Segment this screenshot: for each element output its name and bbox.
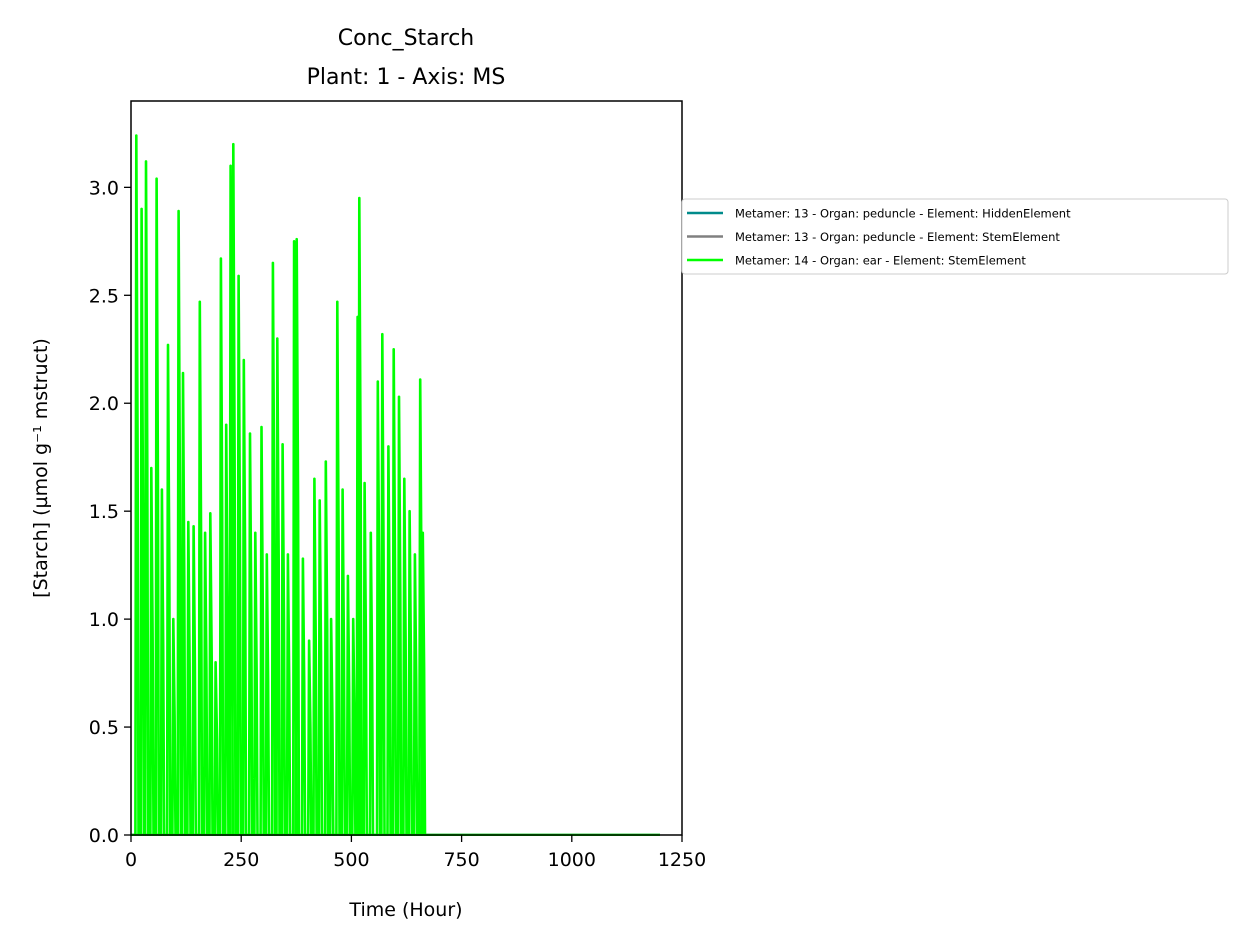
x-axis: 0 250 500 750 1000 1250 <box>125 835 706 871</box>
y-tick-label: 2.0 <box>89 393 119 415</box>
legend-label-1: Metamer: 13 - Organ: peduncle - Element:… <box>735 207 1071 221</box>
legend-box <box>681 198 1229 275</box>
y-tick-label: 2.5 <box>89 285 119 307</box>
x-tick-label: 250 <box>223 849 259 871</box>
y-tick-label: 0.0 <box>89 825 119 847</box>
legend: Metamer: 13 - Organ: peduncle - Element:… <box>681 198 1229 275</box>
y-axis: 0.0 0.5 1.0 1.5 2.0 2.5 3.0 <box>89 177 131 847</box>
legend-label-3: Metamer: 14 - Organ: ear - Element: Stem… <box>735 254 1026 268</box>
plot-frame <box>130 100 683 836</box>
y-tick-label: 3.0 <box>89 177 119 199</box>
x-tick-label: 1250 <box>658 849 706 871</box>
chart-title: Conc_Starch <box>338 26 475 51</box>
y-tick-label: 0.5 <box>89 717 119 739</box>
x-tick-label: 0 <box>125 849 137 871</box>
x-tick-label: 750 <box>443 849 479 871</box>
y-tick-label: 1.0 <box>89 609 119 631</box>
x-tick-label: 500 <box>333 849 369 871</box>
x-axis-label: Time (Hour) <box>348 899 462 921</box>
y-tick-label: 1.5 <box>89 501 119 523</box>
chart-subtitle: Plant: 1 - Axis: MS <box>307 65 506 90</box>
legend-label-2: Metamer: 13 - Organ: peduncle - Element:… <box>735 230 1060 244</box>
y-axis-label: [Starch] (µmol g⁻¹ mstruct) <box>30 338 52 598</box>
x-tick-label: 1000 <box>548 849 596 871</box>
